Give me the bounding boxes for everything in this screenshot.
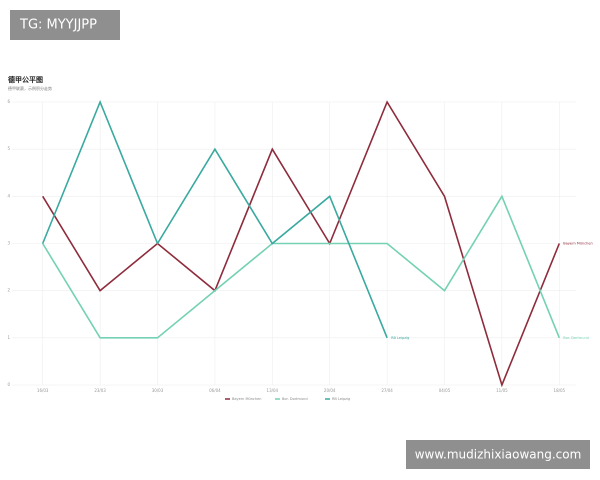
legend-label: Bor. Dortmund [282, 397, 308, 401]
x-tick-label: 23/03 [94, 388, 106, 393]
y-tick-label: 1 [7, 335, 10, 340]
watermark-text: www.mudizhixiaowang.com [415, 448, 582, 462]
y-tick-label: 0 [7, 382, 10, 387]
end-label: Bor. Dortmund [563, 336, 589, 340]
series-line [41, 99, 388, 339]
y-tick-label: 5 [7, 146, 10, 151]
x-tick-label: 18/05 [554, 388, 566, 393]
x-tick-label: 06/04 [209, 388, 221, 393]
x-tick-label: 11/05 [496, 388, 508, 393]
series-line [42, 194, 561, 339]
x-tick-label: 27/04 [381, 388, 393, 393]
x-tick-label: 20/04 [324, 388, 336, 393]
x-tick-label: 13/04 [267, 388, 279, 393]
y-tick-label: 3 [7, 241, 10, 246]
plot: 0 1 2 3 4 5 6 16/03 23/03 30/03 06/04 13/04 20/04 27/… [7, 99, 592, 401]
x-tick-label: 04/05 [439, 388, 451, 393]
chart-title: 德甲公平图 [8, 75, 43, 84]
watermark-box [10, 10, 120, 40]
chart-subtitle: 德甲联赛，示例积分走势 [8, 85, 52, 91]
watermark-text: TG: MYYJJPP [19, 18, 97, 33]
watermark-box [406, 440, 590, 469]
legend-label: RB Leipzig [332, 397, 350, 401]
y-tick-label: 2 [7, 288, 10, 293]
end-label: Bayern München [563, 242, 592, 246]
y-tick-label: 6 [7, 99, 10, 104]
end-label: RB Leipzig [391, 336, 409, 340]
x-tick-label: 16/03 [37, 388, 49, 393]
y-tick-label: 4 [7, 193, 10, 198]
legend-label: Bayern München [232, 397, 261, 401]
x-tick-label: 30/03 [152, 388, 164, 393]
series-line [42, 100, 561, 388]
